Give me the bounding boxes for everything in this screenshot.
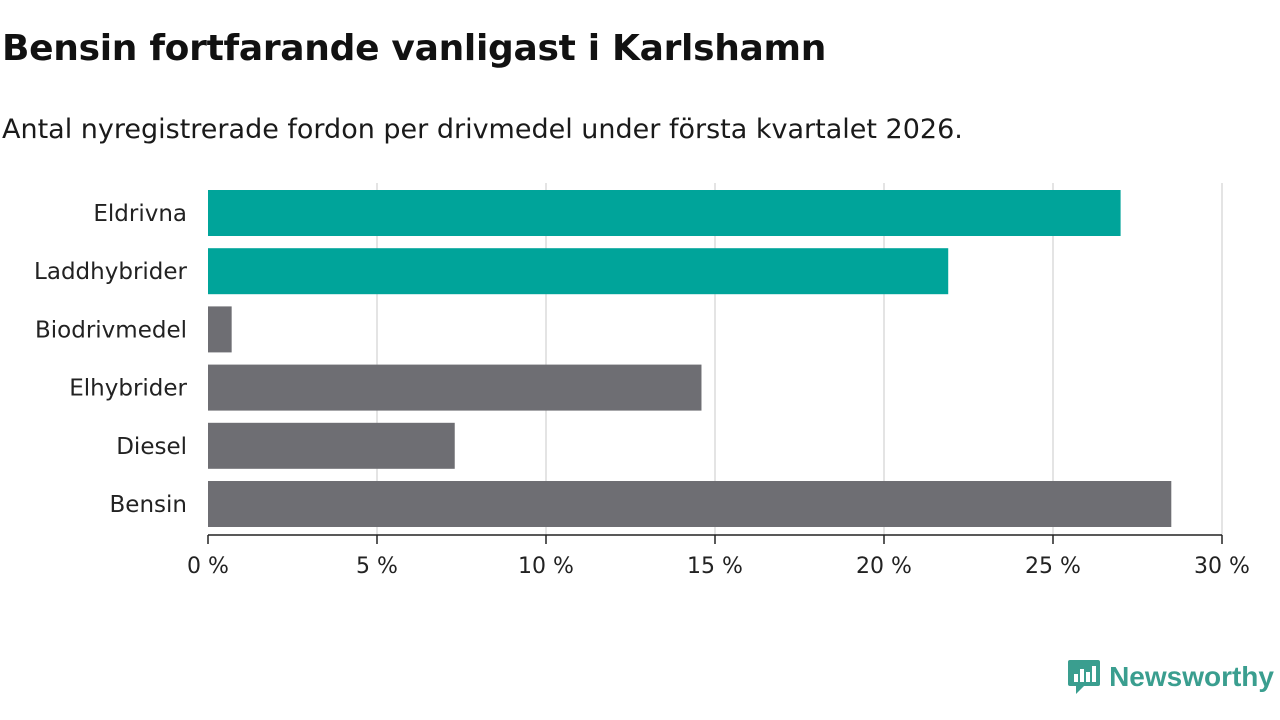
bar-elhybrider [208, 364, 702, 411]
brand-name: Newsworthy [1109, 661, 1274, 692]
bar-bensin [208, 481, 1172, 527]
bar-diesel [208, 422, 455, 469]
category-label: Eldrivna [93, 201, 187, 227]
x-tick-label: 10 % [518, 554, 574, 579]
x-tick-label: 20 % [856, 554, 912, 579]
x-tick-label: 0 % [187, 554, 229, 579]
x-tick-label: 5 % [356, 554, 398, 579]
x-axis: 0 % 5 % 10 % 15 % 20 % 25 % 30 % [187, 534, 1250, 579]
bar-eldrivna [208, 190, 1121, 236]
category-label: Laddhybrider [34, 259, 187, 285]
gridlines [376, 183, 1223, 535]
category-label: Diesel [116, 434, 187, 460]
brand-logo: Newsworthy [1067, 658, 1274, 696]
chart-title: Bensin fortfarande vanligast i Karlshamn [2, 28, 827, 69]
x-tick-label: 25 % [1025, 554, 1081, 579]
chart-subtitle: Antal nyregistrerade fordon per drivmede… [2, 114, 963, 145]
bar-chart: Eldrivna Laddhybrider Biodrivmedel Elhybrid… [34, 183, 1250, 579]
bar-biodrivmedel [208, 306, 232, 353]
newsworthy-logo-icon [1068, 660, 1101, 694]
bar-laddhybrider [208, 248, 949, 295]
category-label: Biodrivmedel [35, 317, 187, 343]
category-labels: Eldrivna Laddhybrider Biodrivmedel Elhybrid… [34, 201, 187, 518]
bars [208, 190, 1172, 527]
category-label: Elhybrider [69, 376, 187, 402]
category-label: Bensin [110, 492, 187, 518]
x-tick-label: 30 % [1194, 554, 1250, 579]
x-tick-label: 15 % [687, 554, 743, 579]
